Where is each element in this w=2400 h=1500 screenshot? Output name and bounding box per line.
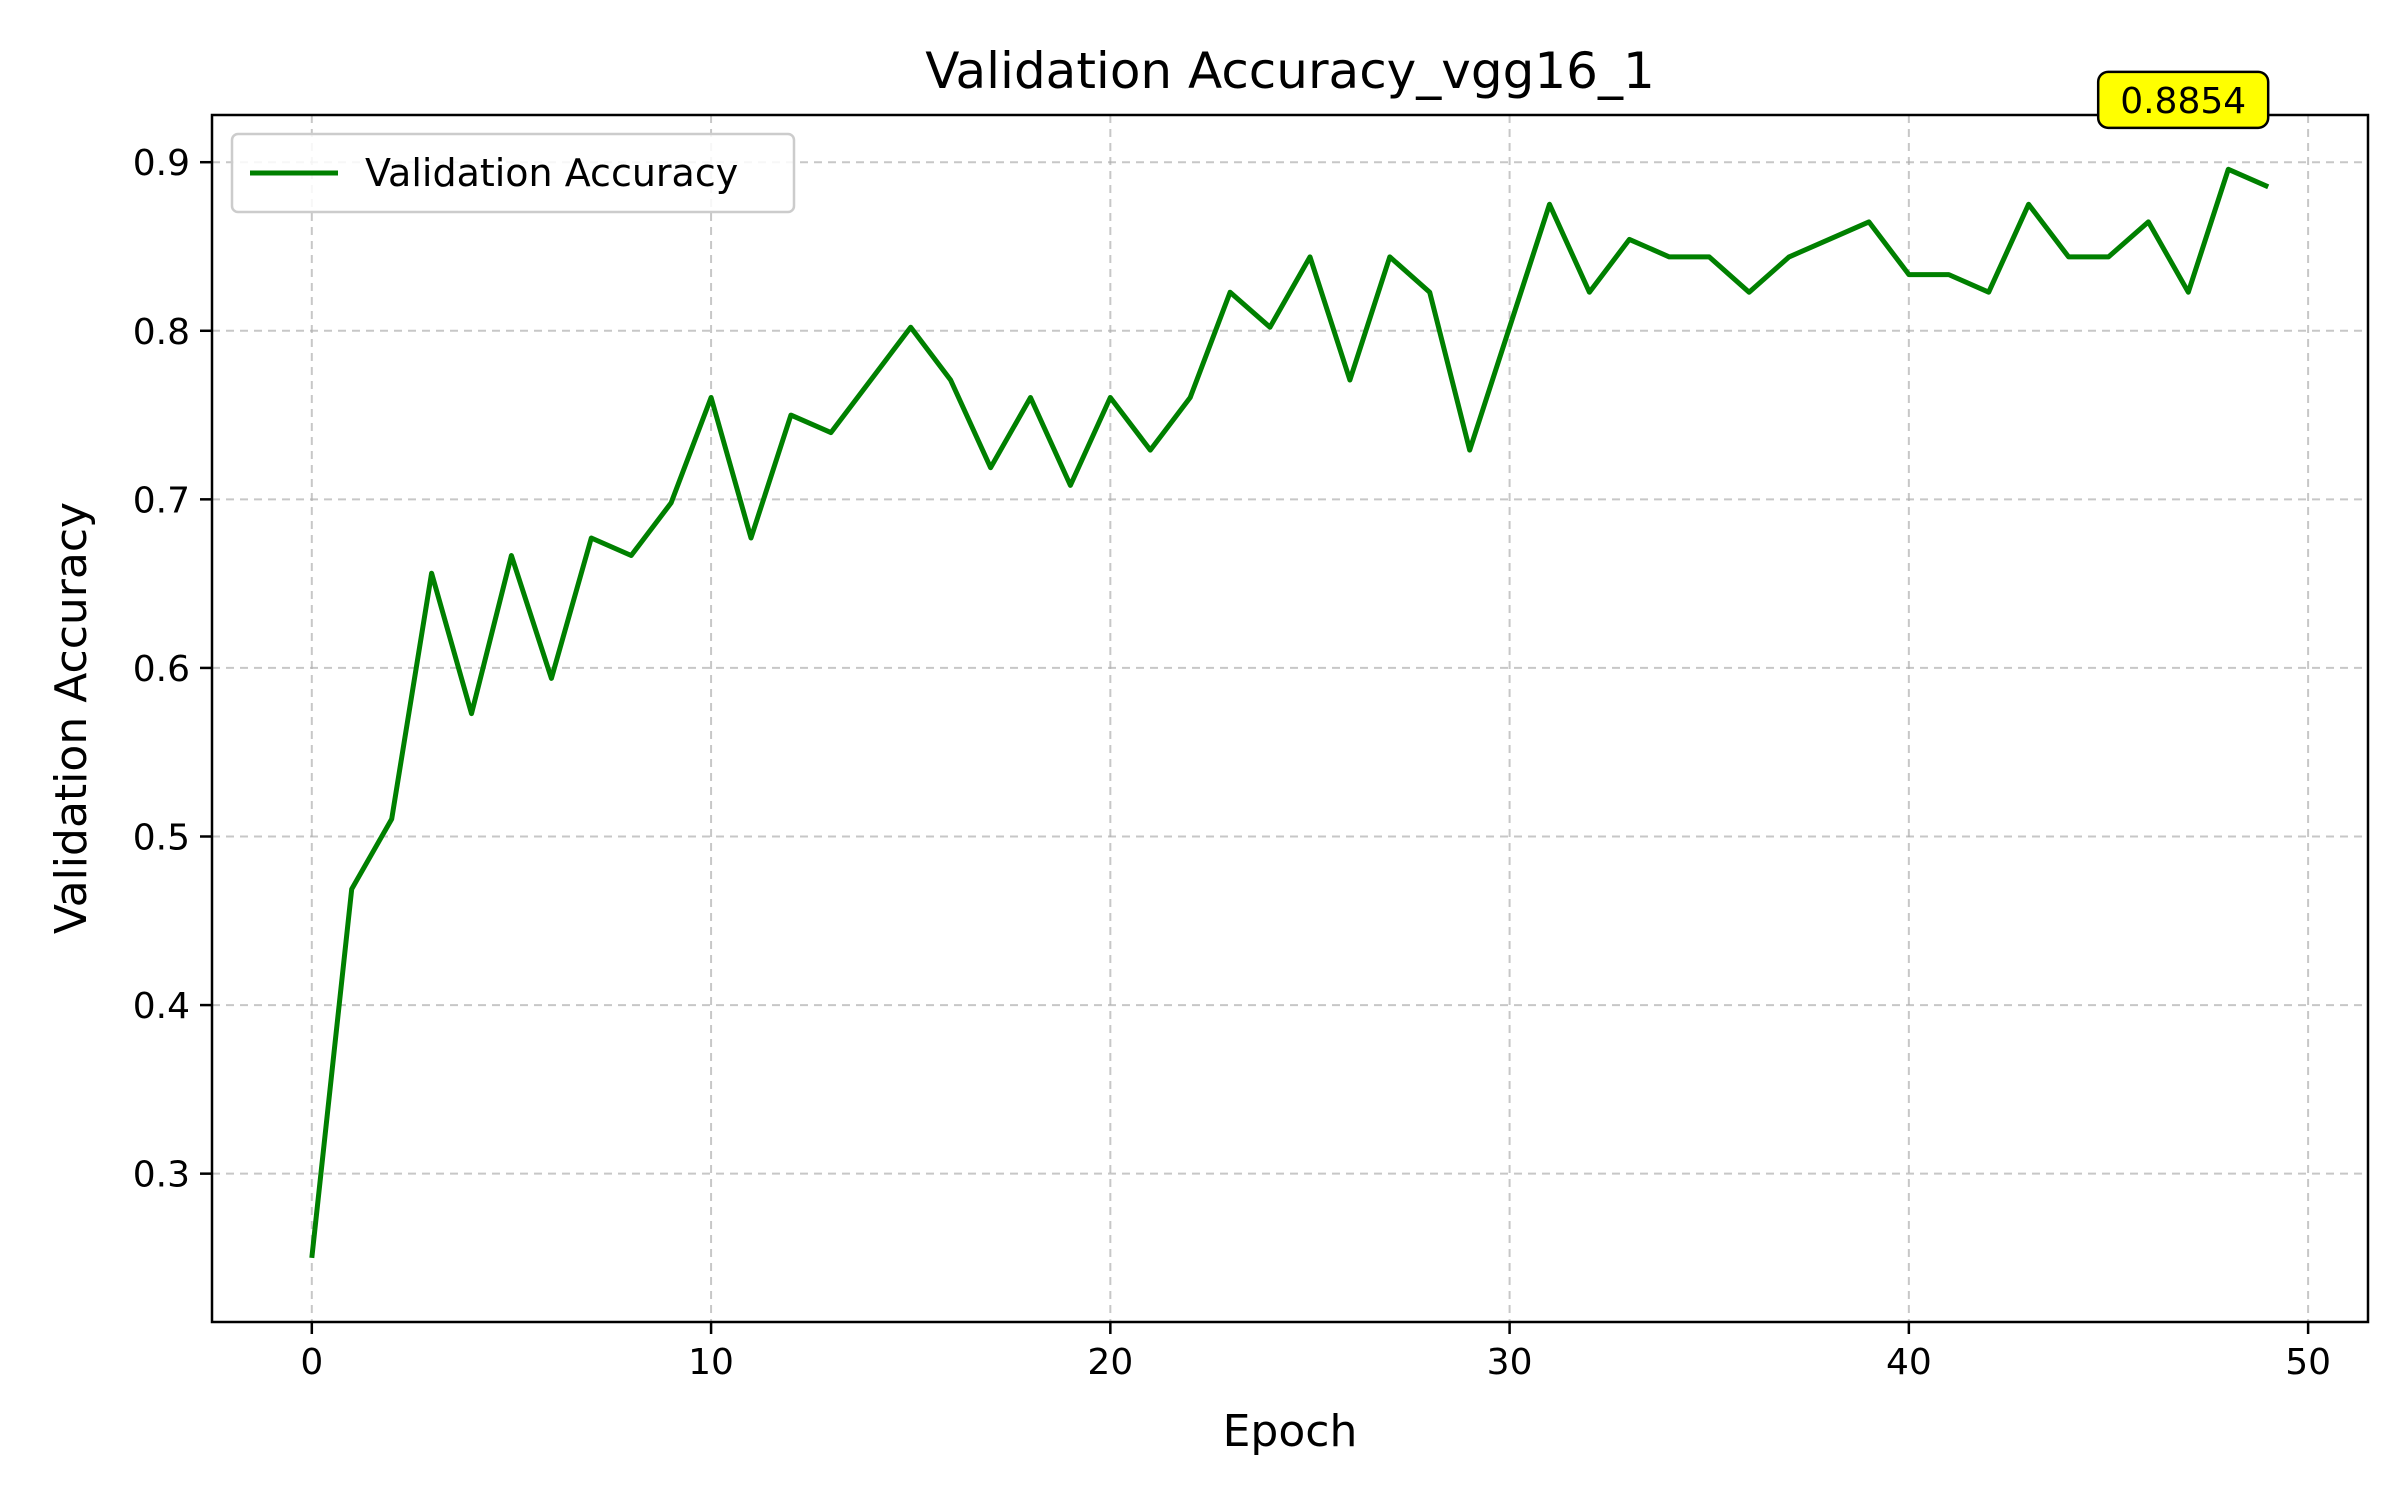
x-tick: 50 — [2285, 1322, 2331, 1383]
y-tick-label: 0.3 — [133, 1155, 190, 1196]
y-tick-label: 0.9 — [133, 143, 190, 184]
x-tick: 30 — [1487, 1322, 1533, 1383]
annotation-box — [2096, 70, 2270, 130]
x-tick: 40 — [1886, 1322, 1932, 1383]
y-tick: 0.5 — [133, 818, 212, 859]
y-tick-label: 0.8 — [133, 312, 190, 353]
x-tick-label: 40 — [1886, 1342, 1932, 1383]
chart-title: Validation Accuracy_vgg16_1 — [925, 42, 1655, 100]
x-tick-label: 30 — [1487, 1342, 1533, 1383]
y-tick: 0.3 — [133, 1155, 212, 1196]
axis-ticks: 0 10 20 30 40 50 0.3 0.4 0.5 0.6 0.7 0.8 0.9 — [133, 143, 2331, 1383]
y-tick-label: 0.4 — [133, 986, 190, 1027]
plot-frame — [210, 113, 2370, 1324]
legend-entry: Validation Accuracy — [365, 151, 738, 195]
y-tick: 0.6 — [133, 649, 212, 690]
y-tick-label: 0.6 — [133, 649, 190, 690]
y-tick-label: 0.5 — [133, 818, 190, 859]
x-tick-label: 20 — [1087, 1342, 1133, 1383]
x-tick-label: 50 — [2285, 1342, 2331, 1383]
x-tick: 10 — [688, 1322, 734, 1383]
legend-box — [230, 132, 796, 214]
x-tick-label: 0 — [300, 1342, 323, 1383]
x-tick-label: 10 — [688, 1342, 734, 1383]
x-axis-label: Epoch — [1223, 1406, 1358, 1457]
annotation-layer: 0.8854 — [2096, 70, 2270, 130]
y-tick: 0.4 — [133, 986, 212, 1027]
legend: Validation Accuracy — [230, 132, 796, 214]
y-tick: 0.8 — [133, 312, 212, 353]
y-tick: 0.7 — [133, 480, 212, 521]
x-tick: 0 — [300, 1322, 323, 1383]
series-line-validation-accuracy — [309, 166, 2270, 1259]
y-tick-label: 0.7 — [133, 480, 190, 521]
x-tick: 20 — [1087, 1322, 1133, 1383]
y-tick: 0.9 — [133, 143, 212, 184]
annotation-label: 0.8854 — [2120, 81, 2246, 122]
y-axis-label: Validation Accuracy — [46, 502, 97, 934]
grid-lines — [212, 115, 2368, 1322]
series-layer — [309, 166, 2270, 1259]
